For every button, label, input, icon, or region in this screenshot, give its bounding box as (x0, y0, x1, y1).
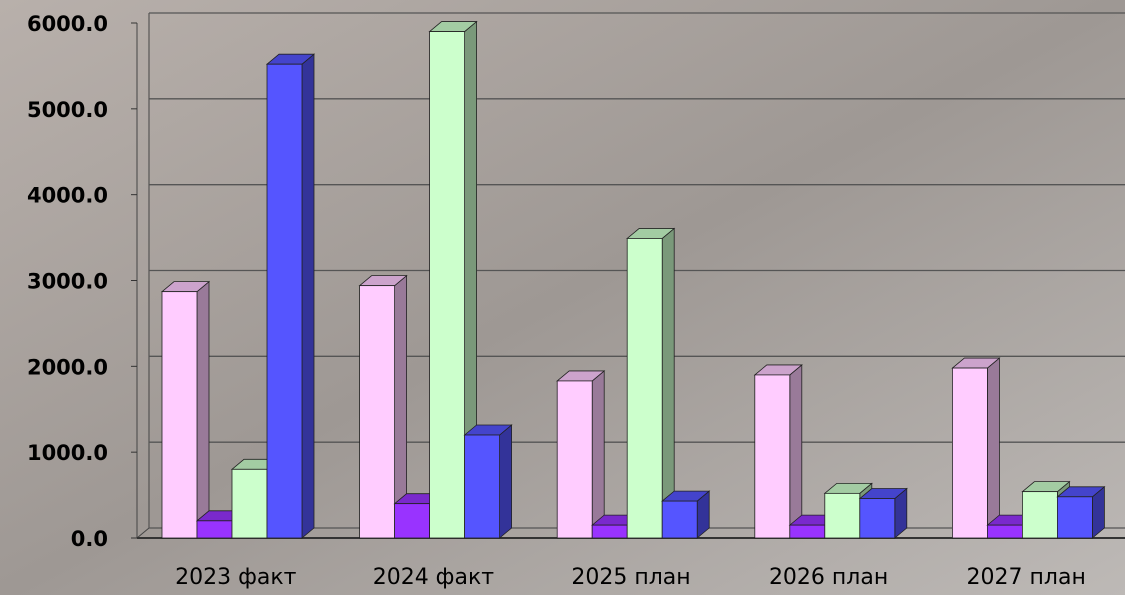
x-tick-label: 2023 факт (175, 565, 297, 590)
bar (591, 524, 628, 539)
bar (266, 63, 303, 539)
bar (161, 291, 198, 539)
x-tick-label: 2026 план (769, 565, 888, 590)
bar (556, 380, 593, 539)
bar-side (987, 357, 1000, 539)
bar-side (591, 370, 605, 539)
bar (196, 520, 233, 539)
bar (626, 238, 663, 539)
bar-side (301, 53, 315, 539)
y-tick-label: 0.0 (71, 527, 108, 551)
bar (1057, 496, 1093, 539)
bar-side (789, 364, 803, 539)
y-tick-label: 2000.0 (27, 355, 108, 379)
x-tick-label: 2027 план (967, 565, 1086, 590)
bar (231, 468, 268, 539)
bar (429, 31, 466, 539)
bar-side (196, 280, 210, 539)
y-tick-label: 3000.0 (27, 270, 108, 294)
bar-side (499, 424, 513, 539)
bar (1022, 491, 1058, 539)
x-tick-label: 2024 факт (373, 565, 495, 590)
y-tick-label: 4000.0 (27, 184, 108, 208)
bar (661, 500, 698, 539)
bar (754, 374, 791, 539)
bar (359, 285, 396, 539)
bar (824, 492, 861, 539)
y-tick-label: 6000.0 (27, 12, 108, 36)
bar (789, 524, 826, 539)
left-wall (136, 527, 150, 539)
bar-side (661, 227, 675, 539)
bar (952, 367, 988, 539)
x-tick-label: 2025 план (571, 565, 690, 590)
bar (394, 503, 431, 539)
bar (859, 498, 896, 539)
bar (464, 434, 501, 539)
y-tick-label: 5000.0 (27, 98, 108, 122)
y-tick-label: 1000.0 (27, 441, 108, 465)
bar (987, 524, 1023, 539)
